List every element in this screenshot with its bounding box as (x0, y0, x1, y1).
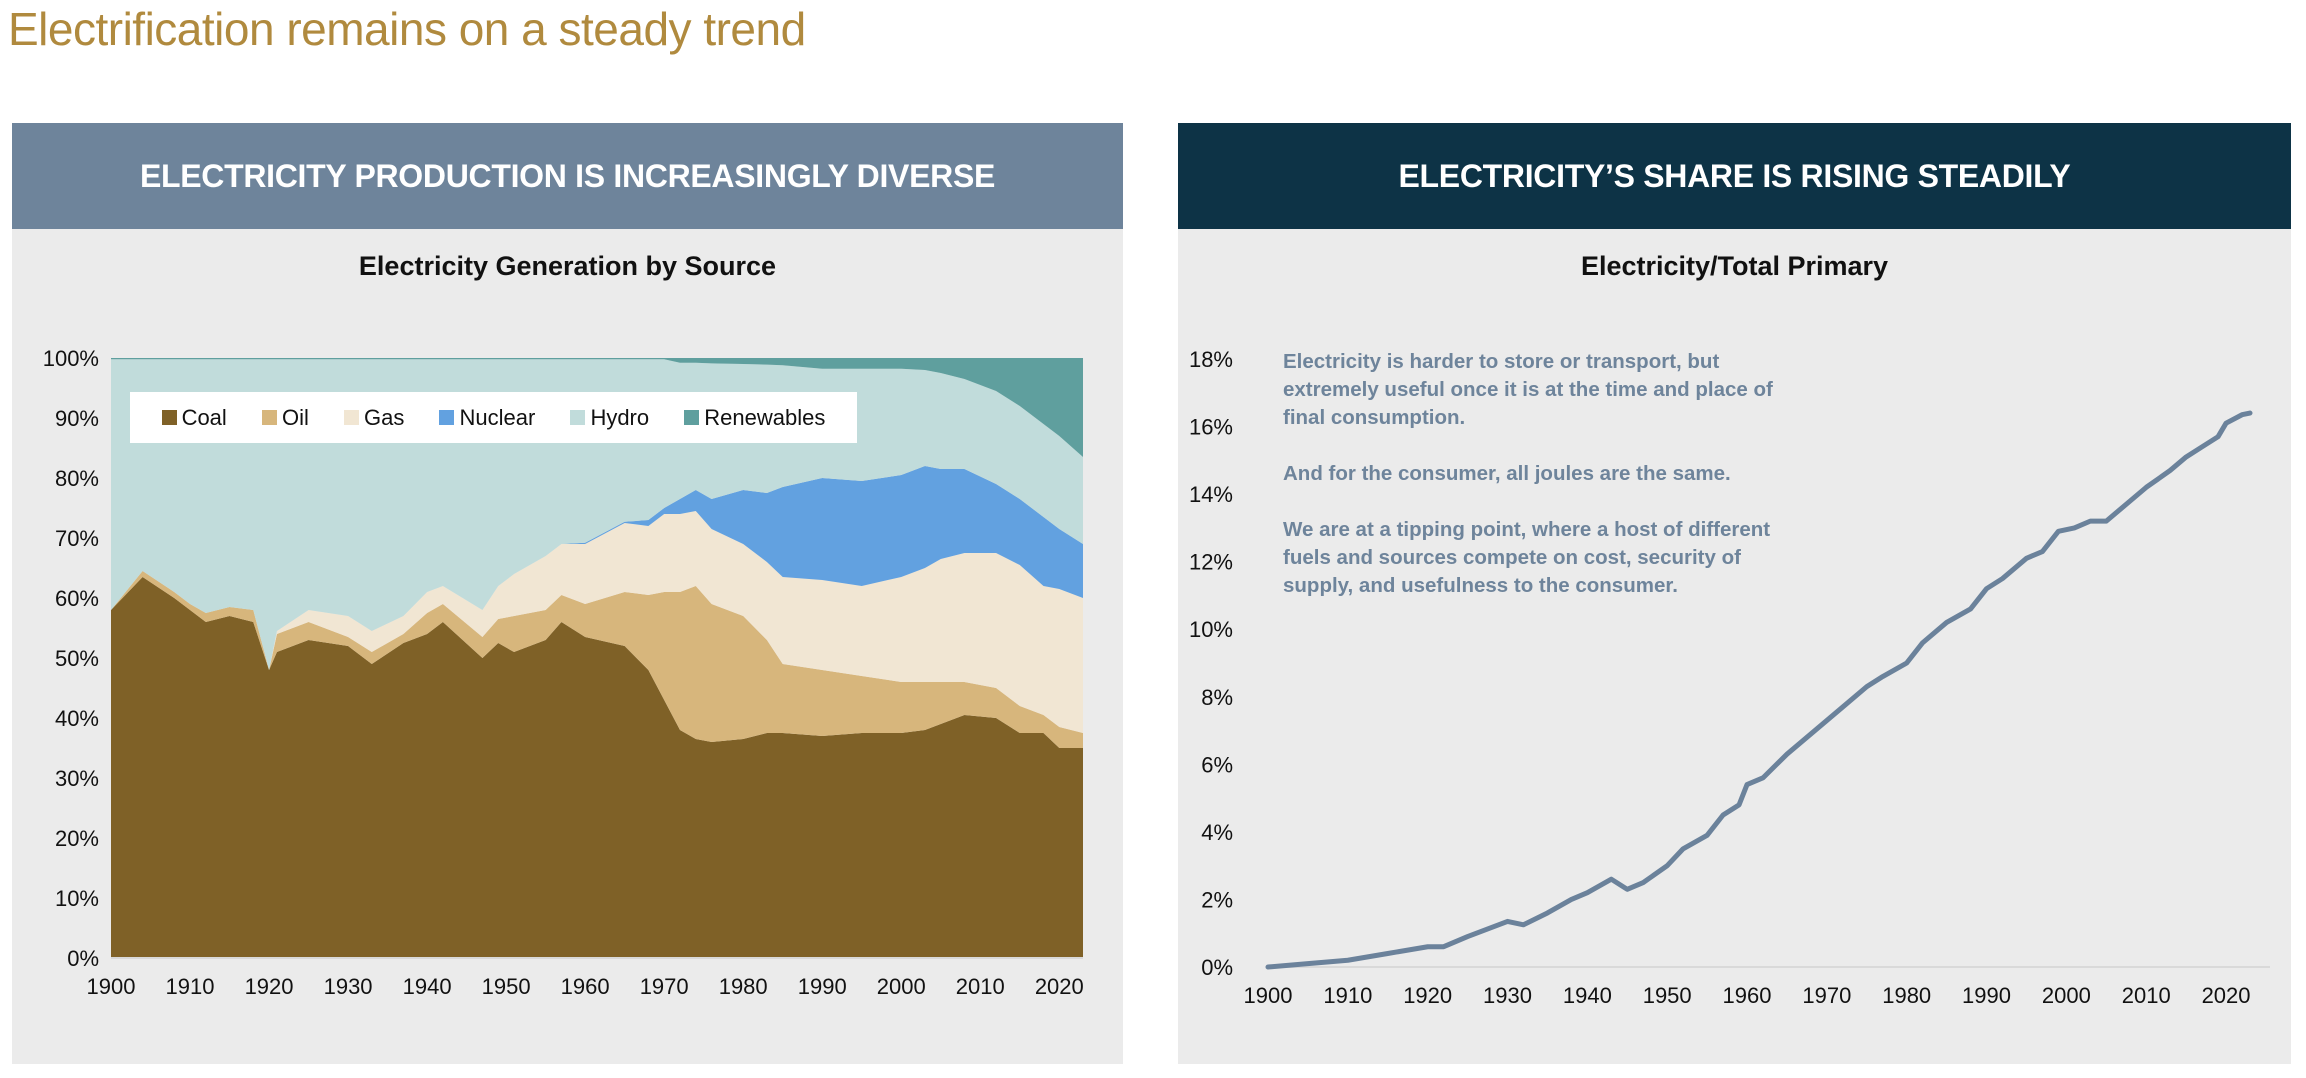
y-tick-label: 6% (1201, 752, 1233, 777)
x-tick-label: 1990 (1962, 983, 2011, 1008)
x-tick-label: 1920 (1403, 983, 1452, 1008)
line-chart: 0% 2% 4% 6% 8% 10% 12% 14% 16% 18% 1900 1910 1920 193… (1189, 347, 2270, 1008)
y-tick-label: 2% (1201, 887, 1233, 912)
x-tick-label: 1900 (87, 974, 136, 999)
annotation-paragraph: We are at a tipping point, where a host … (1283, 518, 1771, 597)
y-tick-label: 10% (55, 886, 99, 911)
y-tick-label: 50% (55, 646, 99, 671)
legend-swatch (570, 410, 586, 425)
y-tick-label: 0% (1201, 955, 1233, 980)
x-tick-label: 1960 (561, 974, 610, 999)
x-tick-label: 1990 (798, 974, 847, 999)
area-renewables (111, 358, 1083, 457)
legend-label: Renewables (704, 404, 826, 430)
x-tick-label: 1920 (245, 974, 294, 999)
annotation: Electricity is harder to store or transp… (1283, 348, 1803, 628)
x-tick-label: 1970 (640, 974, 689, 999)
chart-title: Electricity/Total Primary (1580, 251, 1889, 281)
area-oil (111, 571, 1083, 748)
y-tick-label: 10% (1189, 617, 1233, 642)
page-title: Electrification remains on a steady tren… (8, 3, 806, 55)
x-tick-label: 1950 (482, 974, 531, 999)
annotation-paragraph: Electricity is harder to store or transp… (1283, 350, 1773, 429)
x-tick-label: 2010 (956, 974, 1005, 999)
legend-swatch (684, 410, 700, 425)
x-tick-label: 1910 (166, 974, 215, 999)
x-tick-label: 1910 (1323, 983, 1372, 1008)
x-tick-label: 2000 (877, 974, 926, 999)
x-tick-label: 1940 (403, 974, 452, 999)
legend-label: Nuclear (459, 404, 536, 430)
area-gas (111, 511, 1083, 733)
share-panel: ELECTRICITY’S SHARE IS RISING STEADILY E… (1178, 123, 2291, 1064)
x-tick-label: 1980 (1882, 983, 1931, 1008)
legend-label: Oil (281, 404, 309, 430)
y-tick-label: 0% (67, 946, 99, 971)
x-tick-label: 1950 (1643, 983, 1692, 1008)
x-tick-label: 2000 (2042, 983, 2091, 1008)
legend-item: Oil (261, 404, 309, 431)
x-tick-label: 1940 (1563, 983, 1612, 1008)
chart-title: Electricity Generation by Source (358, 251, 777, 281)
y-tick-label: 4% (1201, 820, 1233, 845)
legend-swatch (161, 410, 177, 425)
legend-swatch (343, 410, 359, 425)
y-tick-label: 60% (55, 586, 99, 611)
x-tick-label: 1930 (324, 974, 373, 999)
annotation-paragraph: And for the consumer, all joules are the… (1283, 462, 1731, 485)
x-tick-label: 2010 (2122, 983, 2171, 1008)
y-tick-label: 40% (55, 706, 99, 731)
legend-label: Gas (363, 404, 405, 430)
x-tick-label: 1980 (719, 974, 768, 999)
legend-item: Renewables (684, 405, 825, 431)
legend-item: Coal (161, 404, 227, 431)
x-tick-label: 2020 (2202, 983, 2251, 1008)
legend-swatch (261, 410, 277, 425)
y-tick-label: 8% (1201, 685, 1233, 710)
panel-header: ELECTRICITY PRODUCTION IS INCREASINGLY D… (12, 123, 1123, 229)
y-tick-label: 20% (55, 826, 99, 851)
y-tick-label: 16% (1189, 415, 1233, 440)
x-tick-label: 1930 (1483, 983, 1532, 1008)
panel-header: ELECTRICITY’S SHARE IS RISING STEADILY (1178, 123, 2291, 229)
legend-label: Coal (181, 404, 227, 430)
legend-item: Hydro (570, 405, 649, 431)
legend-item: Nuclear (439, 405, 535, 431)
y-tick-label: 14% (1189, 482, 1233, 507)
x-tick-label: 1970 (1802, 983, 1851, 1008)
x-tick-label: 2020 (1035, 974, 1084, 999)
x-tick-label: 1900 (1244, 983, 1293, 1008)
y-tick-label: 12% (1189, 550, 1233, 575)
legend-label: Hydro (590, 404, 650, 430)
y-tick-label: 80% (55, 466, 99, 491)
legend-swatch (439, 410, 455, 425)
generation-panel: ELECTRICITY PRODUCTION IS INCREASINGLY D… (12, 123, 1123, 1064)
y-tick-label: 70% (55, 526, 99, 551)
area-chart: 0% 10% 20% 30% 40% 50% 60% 70% 80% 90% 100% 1900 191… (43, 346, 1084, 999)
chart-legend: Coal Oil Gas Nuclear Hydro Renewables (130, 392, 857, 443)
legend-item: Gas (343, 404, 405, 431)
y-tick-label: 30% (55, 766, 99, 791)
y-tick-label: 100% (43, 346, 99, 371)
y-tick-label: 18% (1189, 347, 1233, 372)
area-nuclear (111, 466, 1083, 670)
area-coal (111, 577, 1083, 958)
y-tick-label: 90% (55, 406, 99, 431)
x-tick-label: 1960 (1723, 983, 1772, 1008)
